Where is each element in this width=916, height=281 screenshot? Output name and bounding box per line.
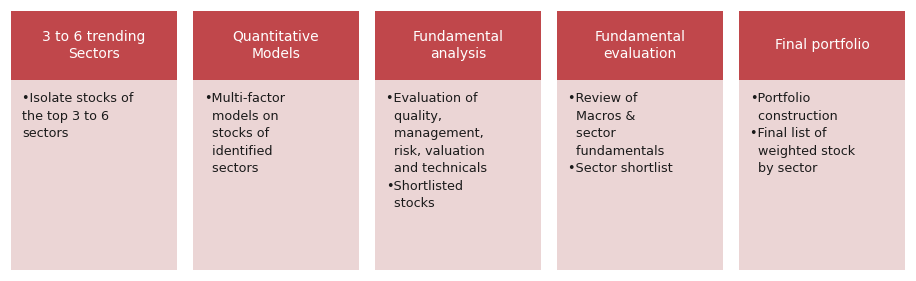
Text: Fundamental
evaluation: Fundamental evaluation [594,30,685,61]
FancyBboxPatch shape [193,80,359,270]
Text: 3 to 6 trending
Sectors: 3 to 6 trending Sectors [42,30,146,61]
FancyBboxPatch shape [376,80,540,270]
Text: •Portfolio
  construction
•Final list of
  weighted stock
  by sector: •Portfolio construction •Final list of w… [750,92,856,175]
FancyBboxPatch shape [11,80,177,270]
Text: •Evaluation of
  quality,
  management,
  risk, valuation
  and technicals
•Shor: •Evaluation of quality, management, risk… [387,92,487,210]
Text: •Multi-factor
  models on
  stocks of
  identified
  sectors: •Multi-factor models on stocks of identi… [204,92,285,175]
Text: •Review of
  Macros &
  sector
  fundamentals
•Sector shortlist: •Review of Macros & sector fundamentals … [568,92,673,175]
FancyBboxPatch shape [557,80,723,270]
FancyBboxPatch shape [11,11,177,80]
Text: •Isolate stocks of
the top 3 to 6
sectors: •Isolate stocks of the top 3 to 6 sector… [22,92,134,140]
FancyBboxPatch shape [376,11,540,80]
Text: Fundamental
analysis: Fundamental analysis [412,30,504,61]
FancyBboxPatch shape [739,80,905,270]
Text: Quantitative
Models: Quantitative Models [233,30,319,61]
Text: Final portfolio: Final portfolio [775,38,869,53]
FancyBboxPatch shape [193,11,359,80]
FancyBboxPatch shape [739,11,905,80]
FancyBboxPatch shape [557,11,723,80]
